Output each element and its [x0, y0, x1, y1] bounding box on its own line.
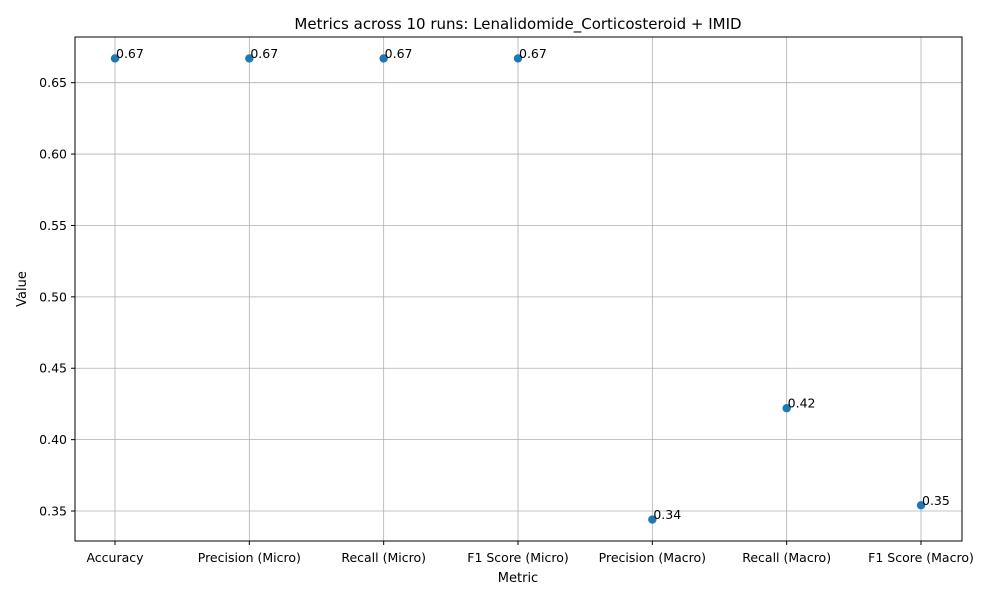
y-tick-label: 0.45 [39, 361, 67, 376]
data-label: 0.67 [519, 46, 547, 61]
tick-layer: Accuracy Precision (Micro) Recall (Micro) F… [39, 75, 974, 565]
plot-frame [74, 36, 963, 542]
y-tick-label: 0.35 [39, 504, 67, 519]
grid-layer [75, 37, 962, 541]
y-tick-label: 0.55 [39, 218, 67, 233]
data-label: 0.67 [116, 46, 144, 61]
x-tick-label: Recall (Macro) [742, 550, 831, 565]
x-tick-label: Precision (Micro) [198, 550, 301, 565]
y-tick-label: 0.50 [39, 289, 67, 304]
data-point [648, 515, 657, 524]
x-tick-label: Precision (Macro) [599, 550, 706, 565]
y-tick-label: 0.40 [39, 432, 67, 447]
x-tick-label: Accuracy [86, 550, 144, 565]
y-tick-label: 0.65 [39, 75, 67, 90]
data-label: 0.35 [922, 493, 950, 508]
x-tick-label: F1 Score (Macro) [868, 550, 974, 565]
data-point [916, 501, 926, 510]
chart-title: Metrics across 10 runs: Lenalidomide_Cor… [294, 15, 741, 34]
x-tick-label: Recall (Micro) [341, 550, 426, 565]
point-layer: 0.67 0.67 0.67 0.67 0.34 0.42 0.35 [110, 46, 950, 524]
data-point [782, 404, 791, 413]
data-point [110, 54, 120, 63]
y-axis-label: Value [15, 271, 30, 307]
x-tick-label: F1 Score (Micro) [467, 550, 569, 565]
data-label: 0.34 [653, 507, 681, 522]
data-label: 0.67 [385, 46, 413, 61]
data-label: 0.67 [250, 46, 278, 61]
data-point [513, 54, 523, 63]
data-point [245, 54, 254, 63]
data-label: 0.42 [788, 396, 816, 411]
y-tick-label: 0.60 [39, 147, 67, 162]
data-point [379, 54, 388, 63]
x-axis-label: Metric [498, 571, 538, 586]
